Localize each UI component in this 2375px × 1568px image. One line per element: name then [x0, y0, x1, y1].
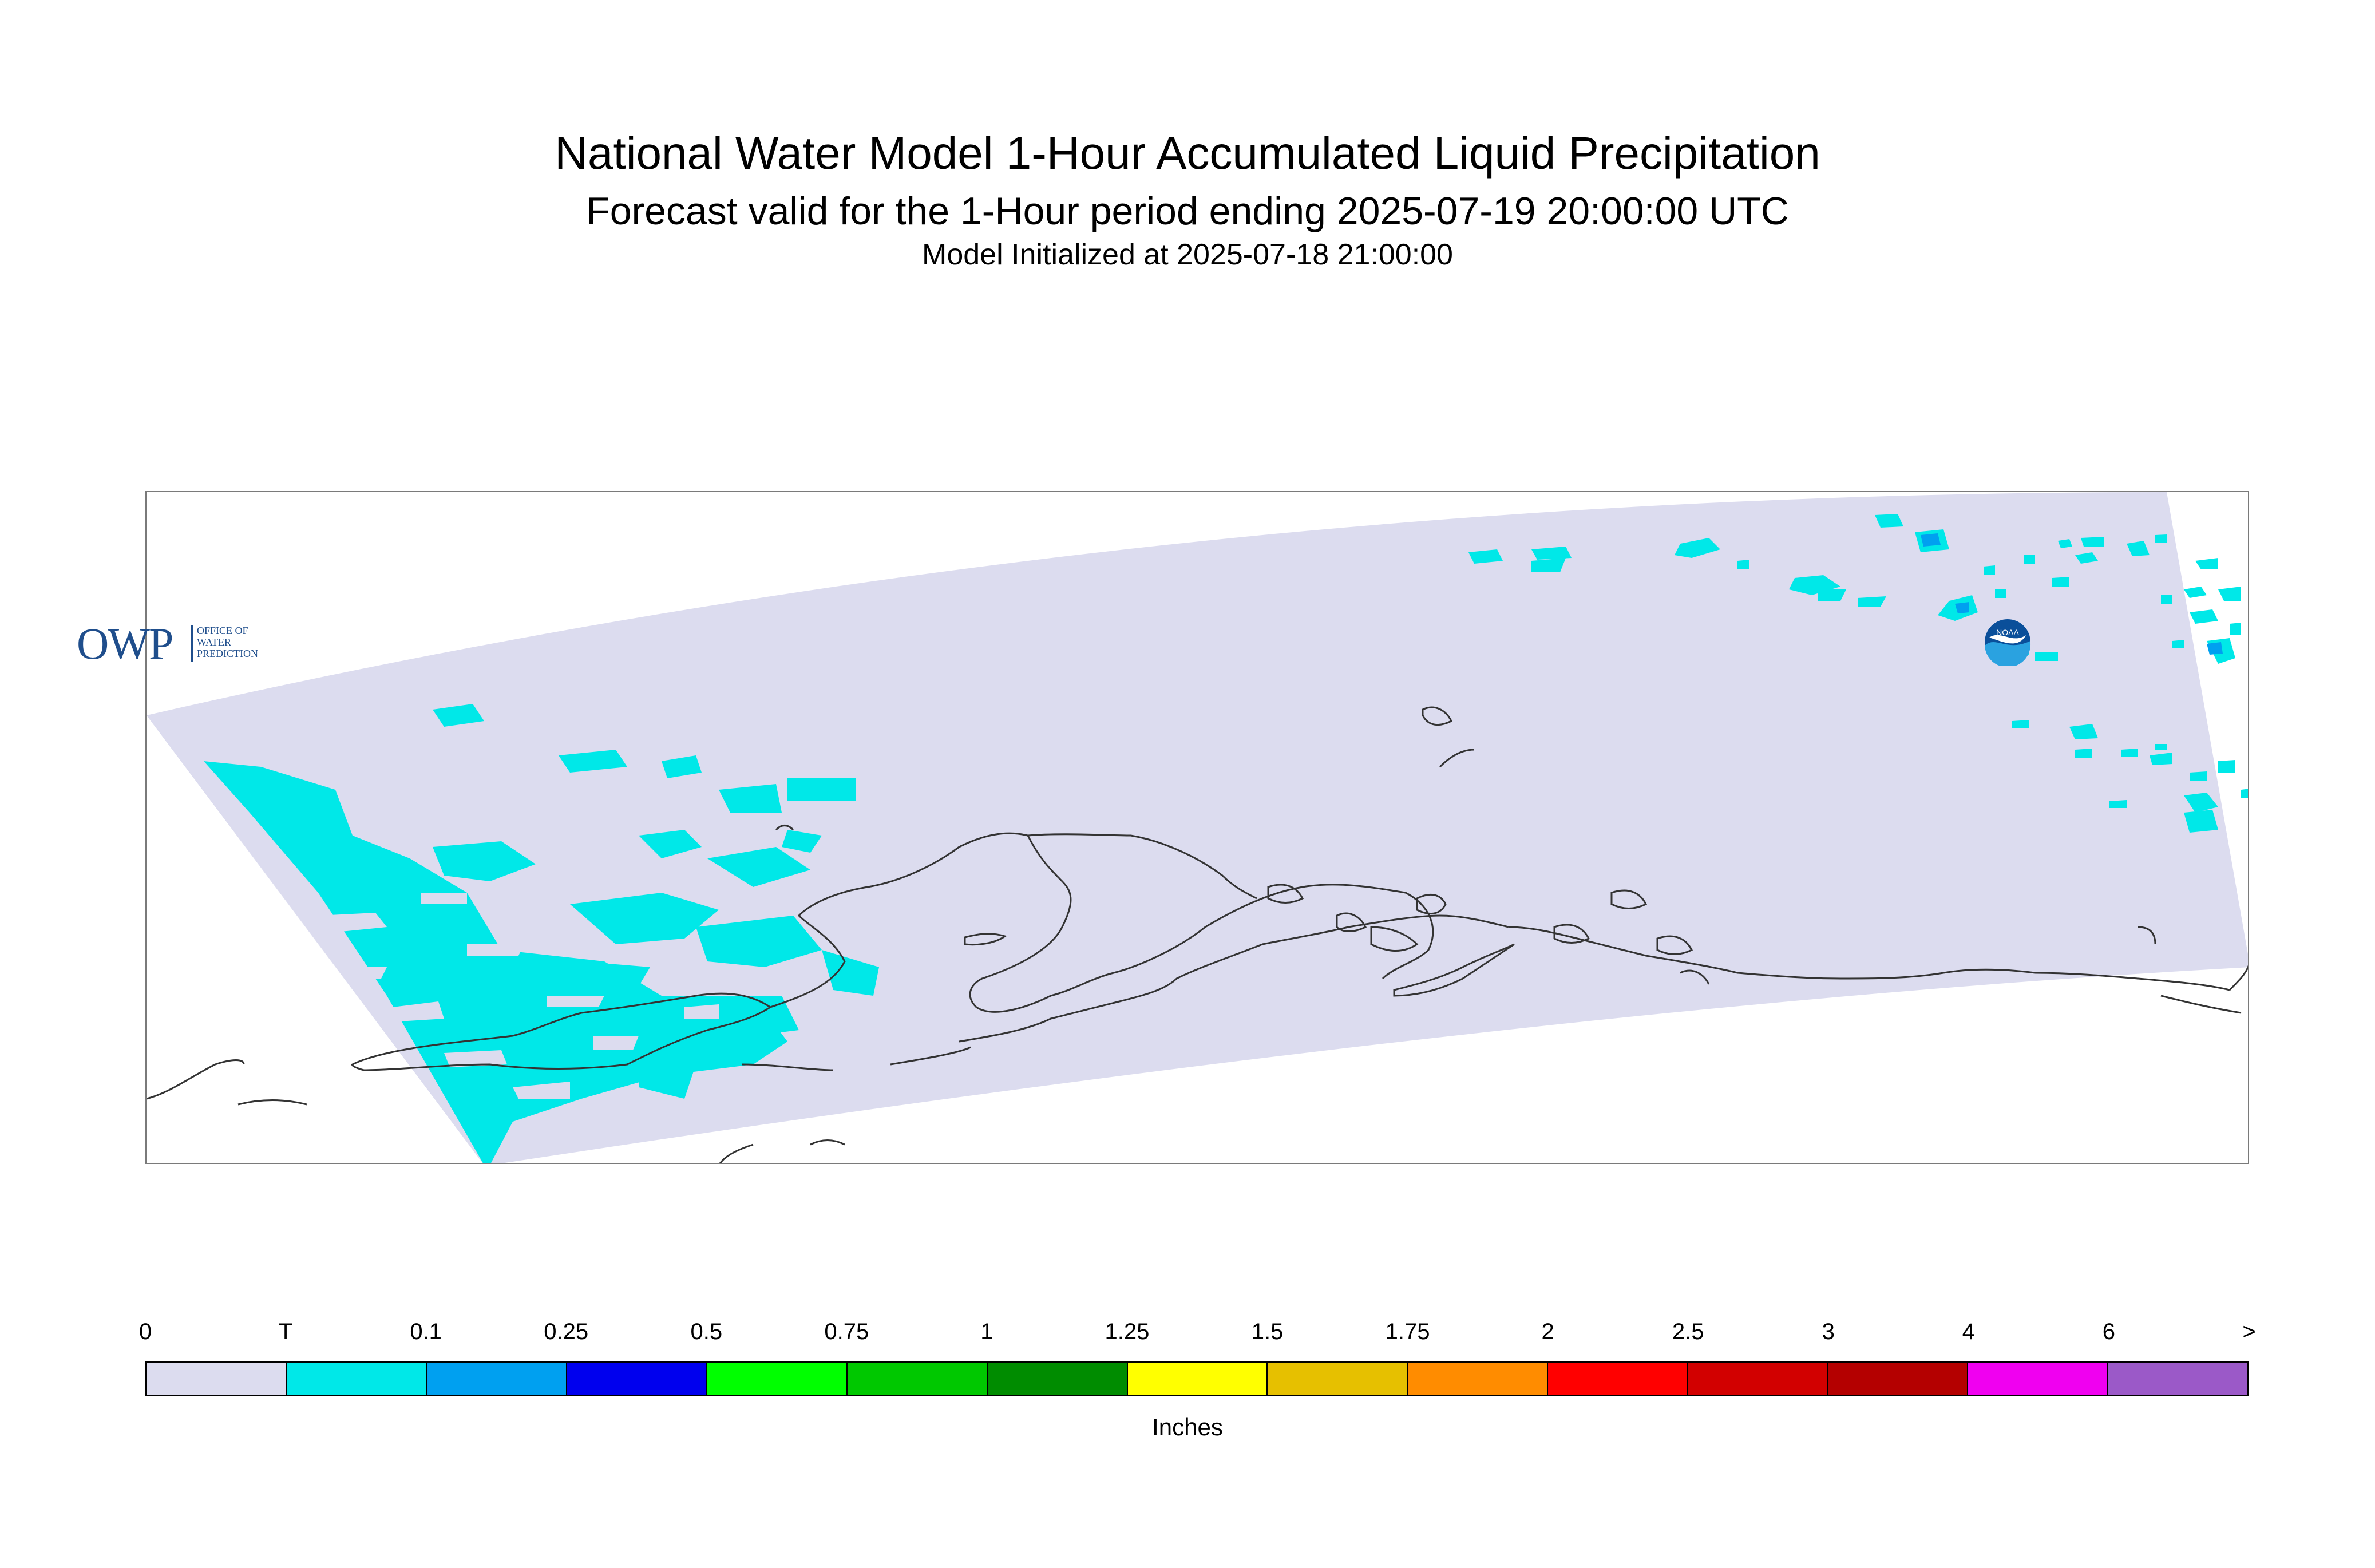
legend-tick: 2 — [1541, 1319, 1554, 1344]
legend-tick: 1.25 — [1105, 1319, 1150, 1344]
precip-areas — [204, 514, 2248, 1163]
precipitation-map — [145, 491, 2249, 1164]
legend-swatch — [2108, 1363, 2247, 1395]
map-subtitle: Forecast valid for the 1-Hour period end… — [586, 189, 1789, 233]
legend-swatch — [1828, 1363, 1969, 1395]
legend-swatch — [1688, 1363, 1828, 1395]
legend-swatch — [1968, 1363, 2109, 1395]
legend-swatch — [287, 1363, 428, 1395]
legend-swatch — [1408, 1363, 1548, 1395]
legend-tick: 2.5 — [1672, 1319, 1704, 1344]
legend-units-label: Inches — [1152, 1413, 1223, 1440]
legend-swatch — [707, 1363, 848, 1395]
precip-areas-heavy — [1921, 533, 2223, 655]
legend-swatch — [147, 1363, 287, 1395]
legend-tick: > — [2242, 1319, 2256, 1344]
legend-swatch — [987, 1363, 1128, 1395]
coastlines — [147, 706, 2248, 1163]
legend-swatch — [1127, 1363, 1268, 1395]
map-title: National Water Model 1-Hour Accumulated … — [555, 128, 1820, 179]
legend-tick: 0.25 — [544, 1319, 589, 1344]
legend-tick: T — [278, 1319, 293, 1344]
legend-swatch — [427, 1363, 568, 1395]
noaa-logo-text: NOAA — [1996, 628, 2019, 637]
legend-color-bar — [145, 1361, 2249, 1396]
legend-tick: 0.5 — [690, 1319, 723, 1344]
owp-logo-mark: OWP — [77, 619, 173, 668]
legend-tick: 1.5 — [1251, 1319, 1284, 1344]
legend-swatch — [847, 1363, 988, 1395]
legend-tick: 0.1 — [410, 1319, 442, 1344]
legend-tick: 0.75 — [824, 1319, 869, 1344]
model-init-time: Model Initialized at 2025-07-18 21:00:00 — [922, 238, 1453, 271]
map-canvas — [147, 492, 2248, 1163]
legend-tick: 1.75 — [1385, 1319, 1430, 1344]
legend-tick: 3 — [1822, 1319, 1835, 1344]
noaa-logo-icon: NOAA — [1984, 618, 2032, 668]
legend-tick: 4 — [1962, 1319, 1975, 1344]
precip-gaps — [318, 893, 719, 1099]
legend-tick: 1 — [980, 1319, 993, 1344]
owp-logo-divider — [191, 625, 193, 662]
legend-swatch — [1268, 1363, 1408, 1395]
owp-logo: OWP OFFICE OF WATER PREDICTION — [77, 619, 294, 668]
owp-logo-text: OFFICE OF WATER PREDICTION — [197, 625, 258, 659]
legend-swatch — [567, 1363, 708, 1395]
model-domain-area — [147, 492, 2248, 1163]
legend-swatch — [1547, 1363, 1688, 1395]
legend-tick: 6 — [2102, 1319, 2116, 1344]
legend-tick-labels: 0 T 0.1 0.25 0.5 0.75 1 1.25 1.5 1.75 2 2.5 3 4 6 > — [0, 1319, 2375, 1353]
legend-tick: 0 — [138, 1319, 152, 1344]
